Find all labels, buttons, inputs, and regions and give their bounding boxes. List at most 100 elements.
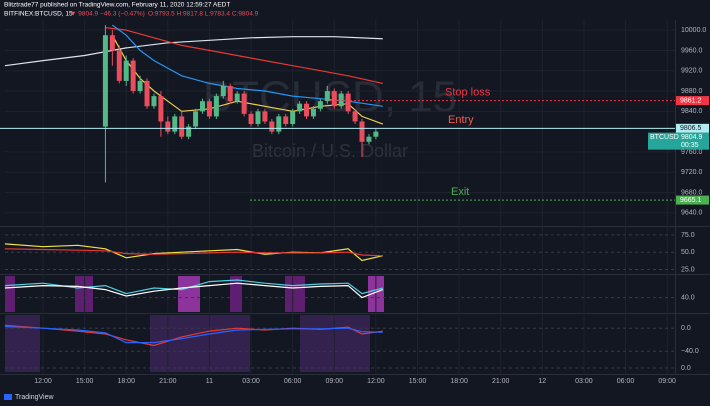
- x-tick-label: 21:00: [159, 378, 177, 385]
- level-text: Stop loss: [445, 86, 491, 98]
- x-tick-label: 12:00: [34, 378, 52, 385]
- watermark: BTCUSD, 15: [203, 73, 457, 122]
- level-text: Exit: [451, 186, 469, 198]
- y-tick-label: −40.0: [681, 348, 699, 355]
- x-tick-label: 09:00: [326, 378, 344, 385]
- candle-body: [172, 116, 178, 132]
- level-tag: [676, 96, 709, 106]
- x-tick-label: 09:00: [658, 378, 676, 385]
- y-tick-label: 50.0: [681, 249, 695, 256]
- candle-body: [116, 50, 122, 81]
- candle-body: [359, 121, 365, 142]
- y-tick-label: 0.0: [681, 325, 691, 332]
- y-tick-label: 75.0: [681, 232, 695, 239]
- candle-body: [297, 103, 303, 112]
- level-value: 9665.1: [680, 197, 702, 204]
- level-value: 9861.2: [680, 97, 702, 104]
- publisher: Blitztrade77 published on TradingView.co…: [4, 2, 230, 9]
- candle-body: [158, 96, 164, 122]
- candle-body: [241, 93, 247, 114]
- y-tick-label: 40.0: [681, 294, 695, 301]
- candle-body: [200, 101, 206, 112]
- candle-body: [345, 93, 351, 112]
- candle-body: [151, 96, 157, 107]
- candle-body: [248, 113, 254, 125]
- last-value: 9804.9: [681, 134, 703, 141]
- x-tick-label: 12: [538, 378, 546, 385]
- y-tick-label: 9960.0: [681, 47, 703, 54]
- watermark: Bitcoin / U.S. Dollar: [252, 141, 408, 161]
- candle-body: [130, 60, 136, 92]
- band: [5, 315, 40, 372]
- x-tick-label: 15:00: [409, 378, 427, 385]
- candle-body: [366, 136, 372, 142]
- candle-body: [338, 93, 344, 107]
- level-value: 9806.5: [680, 125, 702, 132]
- candle-body: [102, 35, 108, 127]
- band: [5, 276, 15, 312]
- price: ▼ 9804.9: [70, 11, 99, 18]
- candle-body: [186, 126, 192, 137]
- y-tick-label: 9880.0: [681, 88, 703, 95]
- x-tick-label: 11: [206, 378, 213, 385]
- last-tag: [648, 132, 709, 150]
- level-tag: [676, 123, 709, 133]
- band: [300, 315, 370, 372]
- x-tick-label: 12:00: [367, 378, 385, 385]
- x-tick-label: 06:00: [284, 378, 302, 385]
- x-tick-label: 18:00: [117, 378, 135, 385]
- candle-body: [324, 91, 330, 102]
- candle-body: [179, 116, 185, 137]
- candle-body: [269, 121, 275, 132]
- ohlc: O:9793.5 H:9817.8 L:9783.4 C:9804.9: [148, 11, 259, 18]
- indicator-line: [4, 325, 383, 344]
- candle-body: [373, 131, 379, 137]
- x-tick-label: 15:00: [76, 378, 94, 385]
- symbol: BITFINEX:BTCUSD, 15: [4, 11, 73, 18]
- band: [150, 315, 250, 372]
- y-tick-label: 9920.0: [681, 68, 703, 75]
- candle-body: [317, 101, 323, 109]
- indicator-line: [4, 248, 383, 257]
- band: [178, 276, 200, 312]
- band: [285, 276, 305, 312]
- y-tick-label: 9720.0: [681, 169, 703, 176]
- y-tick-label: 9640.0: [681, 210, 703, 217]
- candle-body: [227, 85, 233, 102]
- candle-body: [193, 111, 199, 127]
- indicator-line: [4, 36, 383, 67]
- candle-body: [109, 35, 115, 51]
- candle-body: [137, 80, 143, 92]
- candle-body: [276, 116, 282, 132]
- y-tick-label: 0.0: [681, 365, 691, 372]
- countdown: 00:35: [681, 142, 699, 149]
- candle-body: [220, 85, 226, 97]
- change: −46.3 (−0.47%): [100, 11, 145, 18]
- candle-body: [123, 60, 129, 81]
- x-tick-label: 18:00: [450, 378, 468, 385]
- x-tick-label: 03:00: [242, 378, 260, 385]
- candle-body: [165, 121, 171, 132]
- brand: TradingView: [15, 394, 54, 401]
- candle-body: [234, 93, 240, 102]
- indicator-line: [105, 27, 383, 84]
- y-tick-label: 10000.0: [681, 27, 706, 34]
- candle-body: [352, 111, 358, 122]
- candle-body: [283, 116, 289, 125]
- indicator-line: [4, 243, 383, 262]
- y-tick-label: 9840.0: [681, 108, 703, 115]
- y-tick-label: 9760.0: [681, 149, 703, 156]
- candle-body: [144, 80, 150, 107]
- x-tick-label: 03:00: [575, 378, 593, 385]
- band: [75, 276, 93, 312]
- indicator-line: [4, 282, 384, 299]
- x-tick-label: 06:00: [617, 378, 635, 385]
- candle-body: [331, 91, 337, 107]
- candle-body: [290, 111, 296, 125]
- candle-body: [310, 108, 316, 117]
- y-tick-label: 9680.0: [681, 189, 703, 196]
- candle-body: [255, 111, 261, 125]
- candle-body: [206, 101, 212, 117]
- level-text: Entry: [448, 114, 474, 126]
